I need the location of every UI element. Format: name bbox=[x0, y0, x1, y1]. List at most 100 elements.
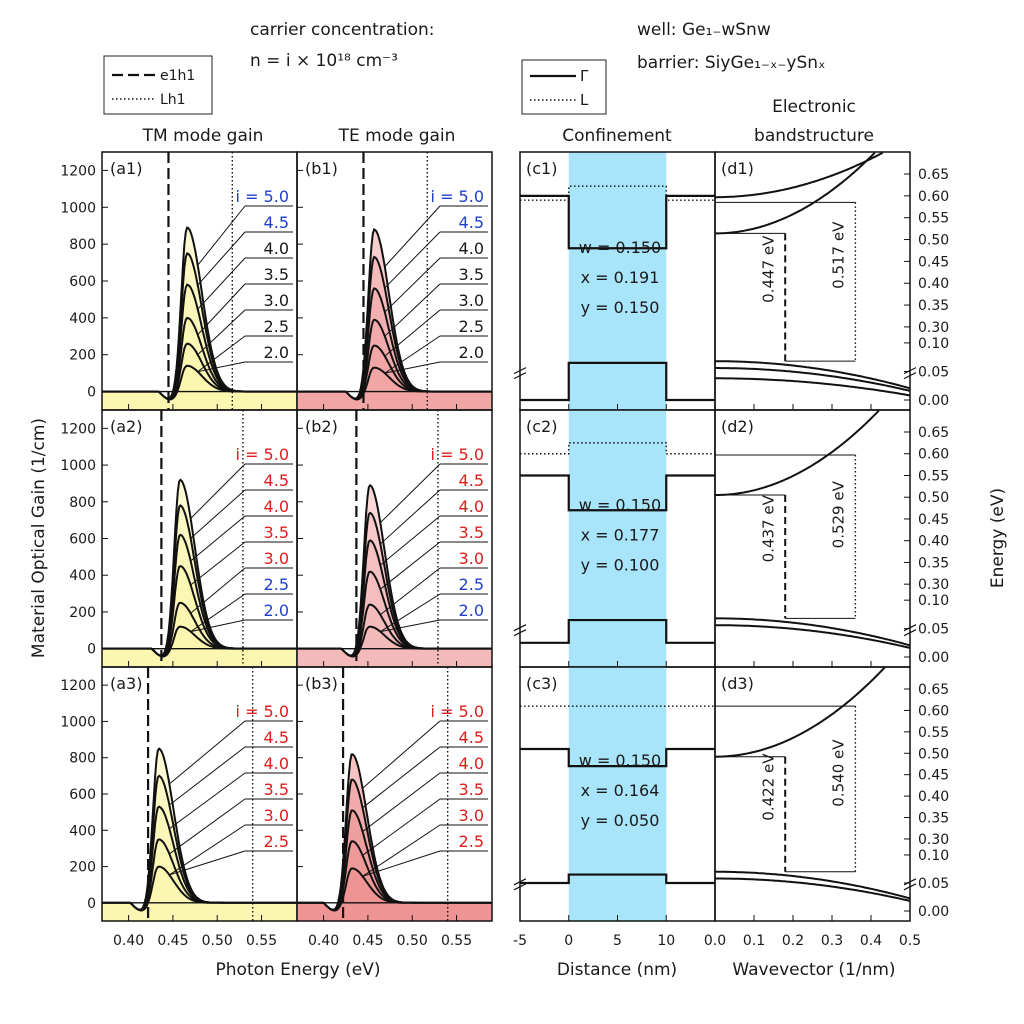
energy-tick-label: 0.30 bbox=[918, 577, 949, 593]
y-tick-label: 800 bbox=[69, 751, 96, 767]
x-tick-label: 0 bbox=[564, 933, 573, 949]
composition-w: w = 0.150 bbox=[579, 238, 661, 257]
label-leader bbox=[190, 593, 246, 633]
concentration-label: 2.0 bbox=[459, 343, 484, 362]
label-leader bbox=[380, 515, 441, 566]
concentration-label: 4.0 bbox=[459, 754, 484, 773]
gain-fill-120 bbox=[102, 626, 297, 667]
panel-frame bbox=[714, 666, 911, 922]
concentration-label: 4.0 bbox=[264, 754, 289, 773]
x-tick-label: 0.4 bbox=[860, 933, 882, 949]
legend-lh1-label: Lh1 bbox=[160, 92, 186, 108]
concentration-label: 3.0 bbox=[264, 549, 289, 568]
concentration-label: 2.5 bbox=[459, 832, 484, 851]
label-leader bbox=[362, 746, 441, 809]
concentration-label: 4.5 bbox=[459, 213, 484, 232]
y-tick-label: 1200 bbox=[60, 678, 96, 694]
concentration-label: i = 5.0 bbox=[431, 445, 484, 464]
tm-gain-panel-2: i = 5.0 4.5 4.0 3.5 3.0 2.5 2.0 (a2) 0 200 400 600 8… bbox=[60, 409, 298, 668]
l-valley-edge bbox=[520, 442, 715, 455]
direct-gap-label: 0.437 eV bbox=[760, 494, 778, 562]
gain-fill-260 bbox=[102, 343, 297, 410]
conduction-subband-2 bbox=[715, 151, 884, 199]
x-tick-label: 5 bbox=[613, 933, 622, 949]
concentration-label: 4.0 bbox=[459, 239, 484, 258]
indirect-gap-label: 0.540 eV bbox=[830, 739, 848, 807]
label-leader bbox=[197, 309, 246, 356]
label-leader bbox=[380, 593, 441, 633]
panel-label: (b3) bbox=[305, 674, 338, 693]
gain-fill-820 bbox=[297, 754, 492, 921]
label-leader bbox=[169, 824, 246, 876]
valence-band-edge bbox=[520, 618, 715, 644]
energy-tick-label: 0.10 bbox=[918, 593, 949, 609]
y-tick-label: 200 bbox=[69, 348, 96, 364]
y-tick-label: 1200 bbox=[60, 163, 96, 179]
panel-label: (a3) bbox=[110, 674, 142, 693]
gain-fill-340 bbox=[297, 841, 492, 921]
legend-e1h1-label: e1h1 bbox=[160, 68, 195, 84]
composition-x: x = 0.177 bbox=[581, 526, 660, 545]
quantum-well-region bbox=[568, 667, 667, 921]
concentration-label: 3.5 bbox=[459, 265, 484, 284]
label-leader bbox=[169, 746, 246, 806]
axis-break bbox=[513, 878, 527, 891]
gain-fill-730 bbox=[297, 257, 492, 410]
concentration-label: 2.5 bbox=[264, 575, 289, 594]
panel-label: (b2) bbox=[305, 417, 338, 436]
gain-fill-200 bbox=[102, 866, 297, 921]
label-leader bbox=[197, 283, 246, 336]
energy-tick-label: 0.55 bbox=[918, 211, 949, 227]
bandstructure-panel-1: 0.447 eV 0.517 eV (d1) 0.30 0.35 0.40 0.45 0.50… bbox=[714, 151, 949, 411]
y-tick-label: 1200 bbox=[60, 421, 96, 437]
valence-subband-2 bbox=[715, 624, 911, 649]
label-leader bbox=[380, 567, 441, 616]
quantum-well-region bbox=[568, 410, 667, 667]
energy-tick-label: 0.05 bbox=[918, 622, 949, 638]
te-gain-panel-2: i = 5.0 4.5 4.0 3.5 3.0 2.5 2.0 (b2) bbox=[296, 409, 493, 668]
panel-frame bbox=[714, 409, 911, 668]
x-tick-label: 0.40 bbox=[113, 933, 144, 949]
energy-tick-label: 0.10 bbox=[918, 848, 949, 864]
y-tick-label: 400 bbox=[69, 311, 96, 327]
label-leader bbox=[197, 257, 246, 310]
concentration-label: 4.5 bbox=[459, 471, 484, 490]
concentration-label: 3.0 bbox=[264, 806, 289, 825]
concentration-label: 2.5 bbox=[459, 575, 484, 594]
energy-y-axis-label: Energy (eV) bbox=[988, 488, 1008, 588]
confinement-title: Confinement bbox=[562, 126, 672, 146]
label-leader bbox=[362, 824, 441, 877]
label-leader bbox=[362, 720, 441, 789]
gain-fill-400 bbox=[102, 317, 297, 410]
energy-tick-label: 0.45 bbox=[918, 512, 949, 528]
label-leader bbox=[169, 798, 246, 855]
well-composition: well: Ge₁₋wSnw bbox=[637, 20, 771, 40]
tm-column-title: TM mode gain bbox=[142, 126, 264, 146]
gain-fill-120 bbox=[297, 626, 492, 667]
x-tick-label: -5 bbox=[513, 933, 527, 949]
direct-gap-label: 0.447 eV bbox=[760, 235, 778, 303]
valence-subband-1 bbox=[715, 360, 911, 390]
label-leader bbox=[190, 463, 246, 519]
carrier-formula: n = i × 10¹⁸ cm⁻³ bbox=[250, 51, 398, 71]
bandstructure-panel-2: 0.437 eV 0.529 eV (d2) 0.30 0.35 0.40 0.45 0.50… bbox=[714, 409, 949, 668]
concentration-label: 4.5 bbox=[264, 213, 289, 232]
label-leader bbox=[197, 361, 246, 373]
energy-tick-label: 0.45 bbox=[918, 254, 949, 270]
y-tick-label: 0 bbox=[87, 385, 96, 401]
panel-label: (d2) bbox=[721, 417, 754, 436]
l-valley-edge bbox=[520, 185, 715, 201]
panel-label: (a1) bbox=[110, 159, 142, 178]
gamma-conduction-edge bbox=[520, 194, 715, 250]
concentration-label: 3.5 bbox=[264, 265, 289, 284]
energy-tick-label: 0.60 bbox=[918, 189, 949, 205]
concentration-label: 3.0 bbox=[459, 806, 484, 825]
concentration-label: 2.0 bbox=[264, 601, 289, 620]
concentration-label: 3.5 bbox=[264, 523, 289, 542]
energy-tick-label: 0.60 bbox=[918, 447, 949, 463]
energy-tick-label: 0.55 bbox=[918, 725, 949, 741]
energy-tick-label: 0.30 bbox=[918, 832, 949, 848]
legend-l-label: L bbox=[580, 91, 589, 109]
tm-gain-panel-3: i = 5.0 4.5 4.0 3.5 3.0 2.5 (a3) 0 200 400 600 800 1… bbox=[60, 666, 298, 949]
